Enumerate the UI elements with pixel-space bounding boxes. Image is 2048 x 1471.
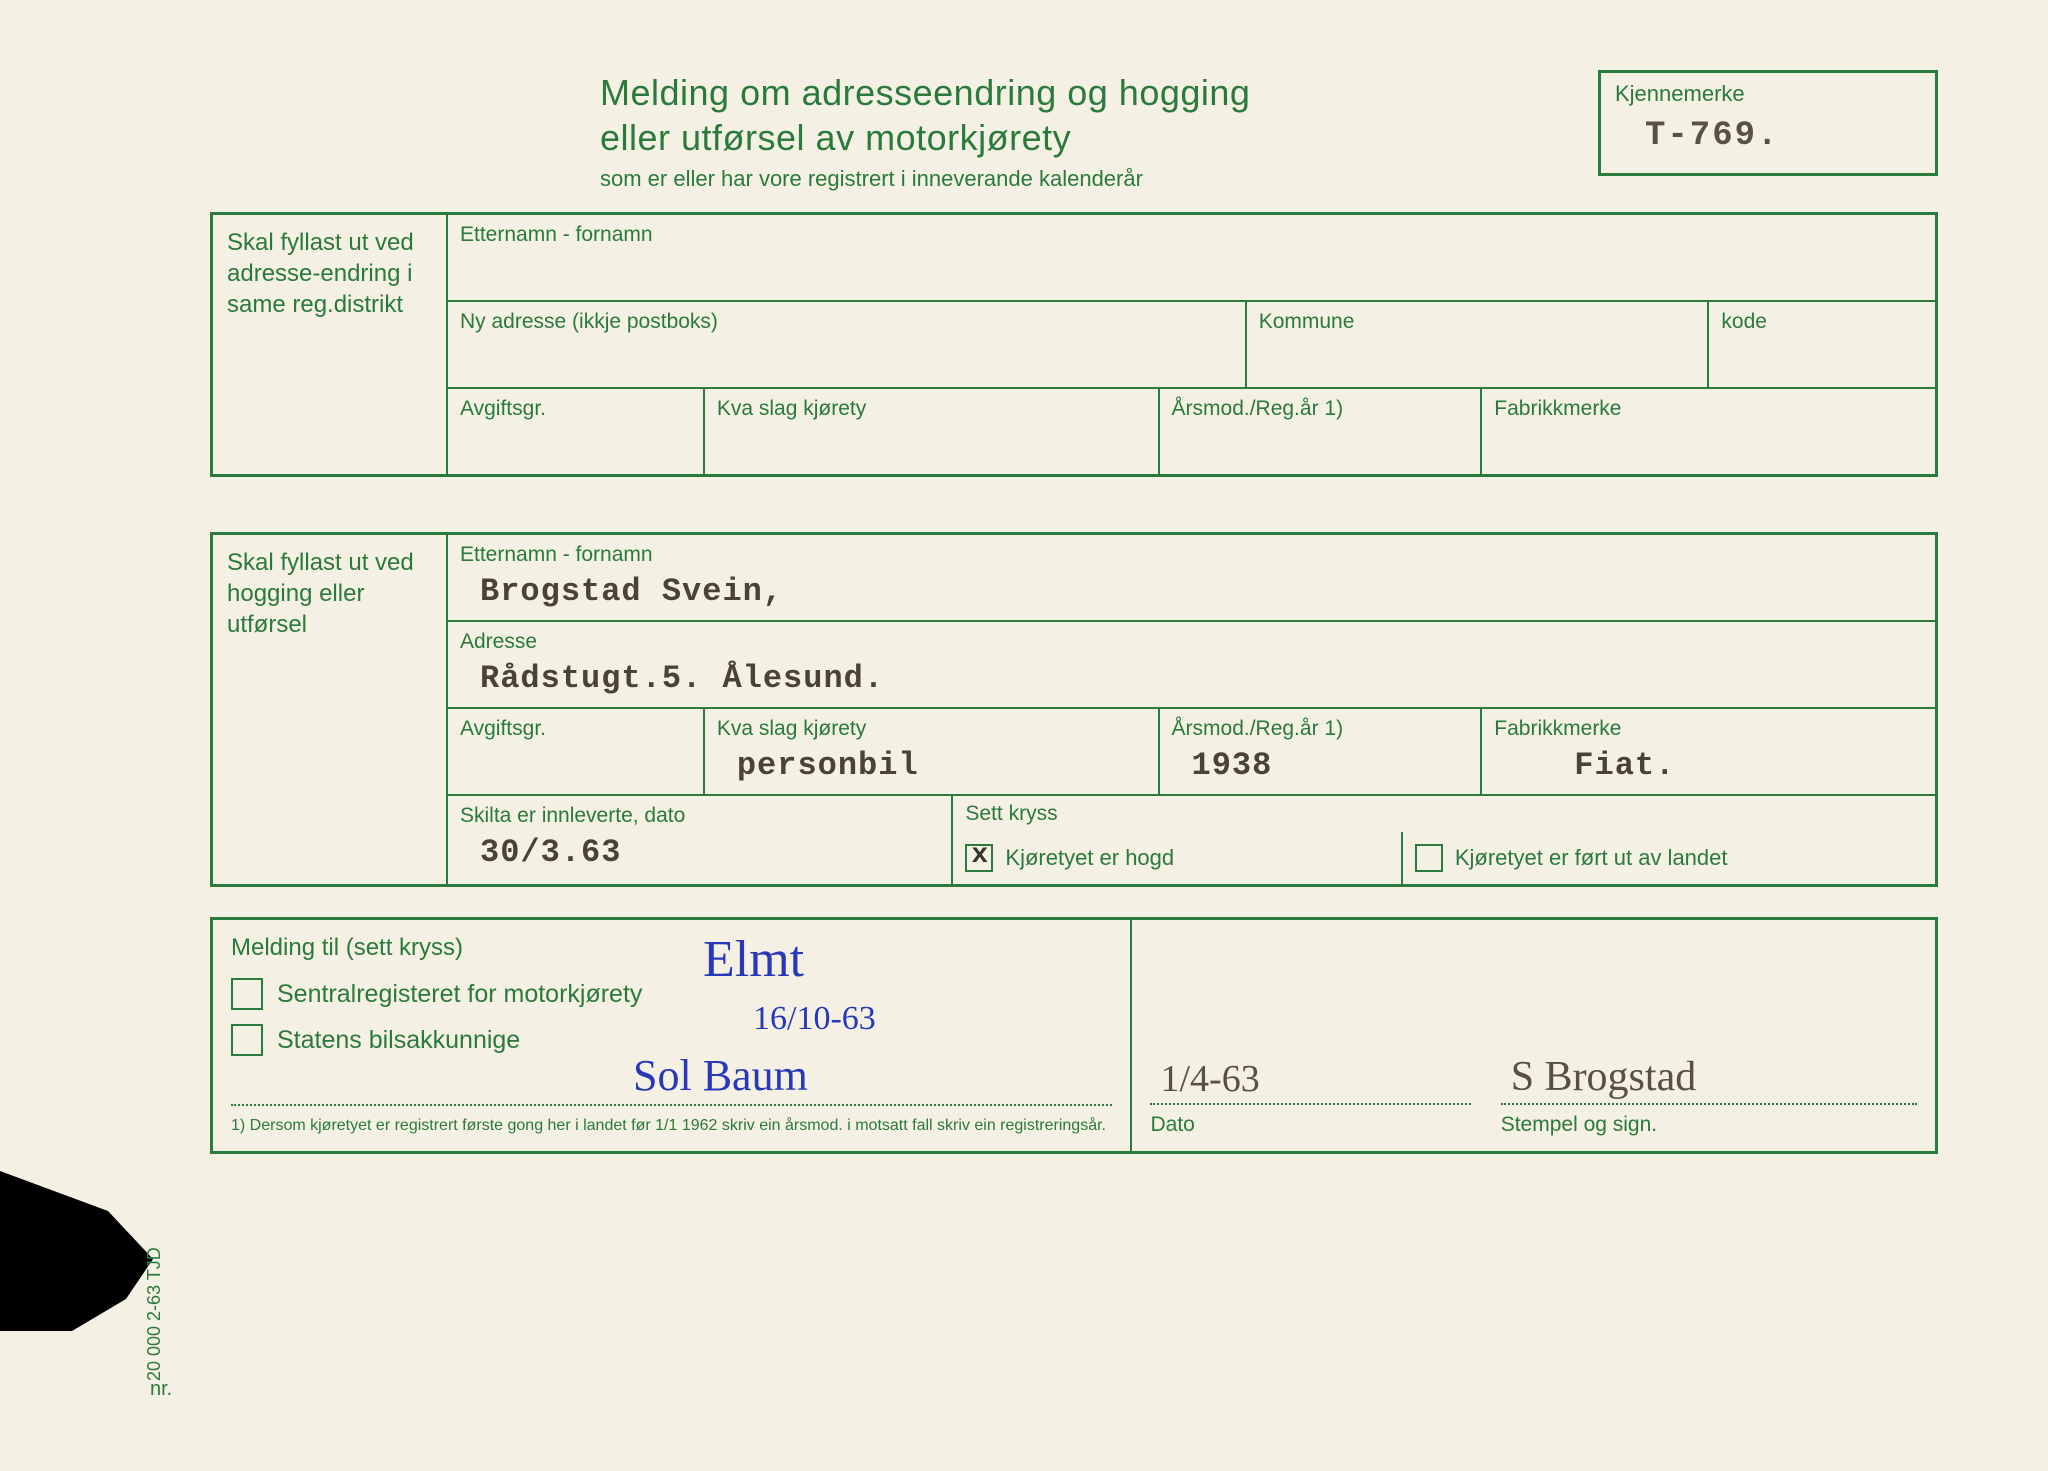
nr-label: nr.: [150, 1378, 172, 1401]
s1-avgiftsgr-value[interactable]: [460, 427, 480, 464]
kjennemerke-box: Kjennemerke T-769.: [1598, 70, 1938, 176]
title-line1: Melding om adresseendring og hogging: [600, 70, 1578, 115]
signature-area: 1/4-63 Dato S Brogstad Stempel og sign.: [1132, 920, 1935, 1151]
checkbox-hogd[interactable]: [965, 844, 993, 872]
s1-arsmod-value[interactable]: [1172, 427, 1192, 464]
subtitle: som er eller har vore registrert i innev…: [600, 166, 1578, 192]
s2-fabrikk-value[interactable]: Fiat.: [1494, 747, 1675, 784]
blue-signature-2: Sol Baum: [633, 1050, 808, 1101]
s2-arsmod-label: Årsmod./Reg.år 1): [1172, 717, 1469, 741]
stempel-label: Stempel og sign.: [1501, 1113, 1917, 1137]
stempel-value[interactable]: S Brogstad: [1511, 1053, 1697, 1101]
s2-adresse-label: Adresse: [460, 630, 1923, 654]
title-line2: eller utførsel av motorkjørety: [600, 115, 1578, 160]
kjennemerke-label: Kjennemerke: [1615, 81, 1921, 107]
title-block: Melding om adresseendring og hogging ell…: [210, 70, 1578, 192]
footnote: 1) Dersom kjøretyet er registrert første…: [231, 1116, 1112, 1137]
section2-side-label: Skal fyllast ut ved hogging eller utførs…: [213, 535, 448, 884]
s1-etternamn-label: Etternamn - fornamn: [460, 223, 1923, 247]
kjennemerke-value: T-769.: [1645, 117, 1921, 155]
s1-etternamn-value[interactable]: [460, 253, 480, 290]
s2-fabrikk-label: Fabrikkmerke: [1494, 717, 1923, 741]
s2-kjorety-value[interactable]: personbil: [717, 747, 919, 784]
section1-fields: Etternamn - fornamn Ny adresse (ikkje po…: [448, 215, 1935, 474]
s1-kommune-label: Kommune: [1259, 310, 1696, 334]
s1-arsmod-label: Årsmod./Reg.år 1): [1172, 397, 1469, 421]
s1-kjorety-value[interactable]: [717, 427, 737, 464]
s2-avgiftsgr-value[interactable]: [460, 747, 480, 784]
melding-til: Melding til (sett kryss) Sentralregister…: [213, 920, 1132, 1151]
checkbox-sentralregister[interactable]: [231, 978, 263, 1010]
s2-avgiftsgr-label: Avgiftsgr.: [460, 717, 691, 741]
s1-adresse-label: Ny adresse (ikkje postboks): [460, 310, 1233, 334]
s2-skilta-label: Skilta er innleverte, dato: [460, 804, 939, 828]
s1-kjorety-label: Kva slag kjørety: [717, 397, 1146, 421]
s2-kjorety-label: Kva slag kjørety: [717, 717, 1146, 741]
section-hogging: Skal fyllast ut ved hogging eller utførs…: [210, 532, 1938, 887]
hogd-label: Kjøretyet er hogd: [1005, 845, 1174, 871]
s1-fabrikk-value[interactable]: [1494, 427, 1514, 464]
header: Melding om adresseendring og hogging ell…: [210, 70, 1938, 192]
form-page: 20 000 2-63 TJD nr. Melding om adresseen…: [0, 0, 2048, 1471]
s1-kode-label: kode: [1721, 310, 1923, 334]
s2-etternamn-value[interactable]: Brogstad Svein,: [460, 573, 783, 610]
opt2-label: Statens bilsakkunnige: [277, 1026, 520, 1055]
dato-value[interactable]: 1/4-63: [1160, 1057, 1259, 1101]
section2-fields: Etternamn - fornamn Brogstad Svein, Adre…: [448, 535, 1935, 884]
checkbox-utland[interactable]: [1415, 844, 1443, 872]
s1-fabrikk-label: Fabrikkmerke: [1494, 397, 1923, 421]
blue-signature-1: Elmt: [703, 930, 804, 989]
dato-label: Dato: [1150, 1113, 1470, 1137]
s2-arsmod-value[interactable]: 1938: [1172, 747, 1273, 784]
s2-adresse-value[interactable]: Rådstugt.5. Ålesund.: [460, 660, 884, 697]
opt1-label: Sentralregisteret for motorkjørety: [277, 980, 642, 1009]
bottom-section: Melding til (sett kryss) Sentralregister…: [210, 917, 1938, 1154]
utland-label: Kjøretyet er ført ut av landet: [1455, 845, 1728, 871]
s1-kode-value[interactable]: [1721, 340, 1741, 377]
s2-etternamn-label: Etternamn - fornamn: [460, 543, 1923, 567]
checkbox-bilsakkunnige[interactable]: [231, 1024, 263, 1056]
section1-side-label: Skal fyllast ut ved adresse-endring i sa…: [213, 215, 448, 474]
s1-kommune-value[interactable]: [1259, 340, 1279, 377]
s1-adresse-value[interactable]: [460, 340, 480, 377]
melding-title: Melding til (sett kryss): [231, 934, 1112, 962]
s2-skilta-value[interactable]: 30/3.63: [460, 834, 621, 871]
section-address-change: Skal fyllast ut ved adresse-endring i sa…: [210, 212, 1938, 477]
print-code: 20 000 2-63 TJD: [144, 1247, 165, 1381]
blue-date: 16/10-63: [753, 1000, 876, 1038]
s1-avgiftsgr-label: Avgiftsgr.: [460, 397, 691, 421]
s2-settkryss-label: Sett kryss: [965, 802, 1923, 826]
